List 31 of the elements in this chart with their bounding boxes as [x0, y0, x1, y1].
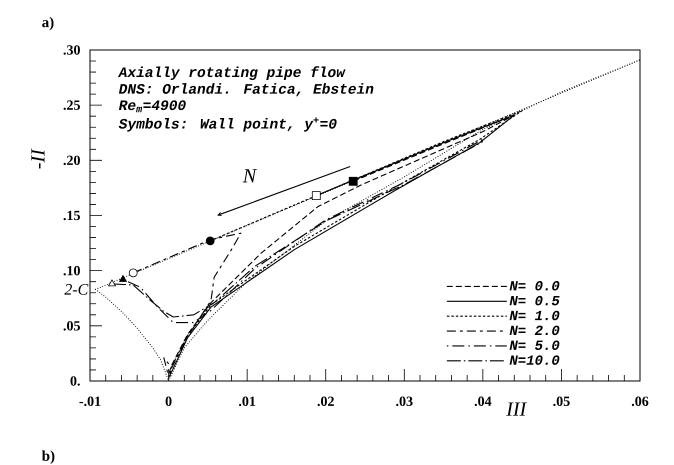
x-tick-label: .04 — [474, 396, 492, 406]
x-tick-label: .01 — [239, 396, 256, 406]
legend-label: N= 1.0 — [510, 310, 560, 320]
annotation: DNS: Orlandi. Fatica, Ebstein — [118, 83, 374, 96]
annotation: N — [242, 169, 258, 182]
y-tick-label: .10 — [64, 266, 80, 276]
y-tick-label: .25 — [64, 100, 80, 110]
x-axis-title: III — [506, 402, 528, 416]
legend-label: N= 5.0 — [510, 340, 560, 350]
legend-label: N=10.0 — [510, 355, 560, 365]
annotation: Re$_{m}$=4900 — [118, 100, 186, 112]
legend-label: N= 2.0 — [510, 326, 560, 336]
legend-label: N= 0.0 — [510, 281, 560, 291]
y-tick-label: .15 — [64, 210, 80, 220]
y-tick-label: .05 — [64, 321, 80, 331]
y-axis-title: -II — [31, 148, 44, 169]
annotation: 2-C — [64, 284, 88, 295]
x-tick-label: .03 — [396, 396, 413, 406]
annotation: Axially rotating pipe flow — [118, 66, 346, 80]
y-tick-label: .30 — [64, 45, 80, 55]
text: b) — [42, 450, 54, 464]
text: a) — [42, 16, 54, 30]
legend-label: N= 0.5 — [510, 296, 560, 306]
y-tick-label: .20 — [64, 156, 80, 166]
x-tick-label: .02 — [318, 396, 334, 406]
annotation: Symbols: Wall point, y$^{+}$=0 — [118, 117, 337, 132]
x-tick-label: -.01 — [79, 396, 100, 406]
x-tick-label: .06 — [632, 396, 648, 406]
x-tick-label: .05 — [553, 396, 570, 406]
y-tick-label: 0. — [70, 376, 80, 386]
x-tick-label: 0 — [166, 396, 172, 406]
